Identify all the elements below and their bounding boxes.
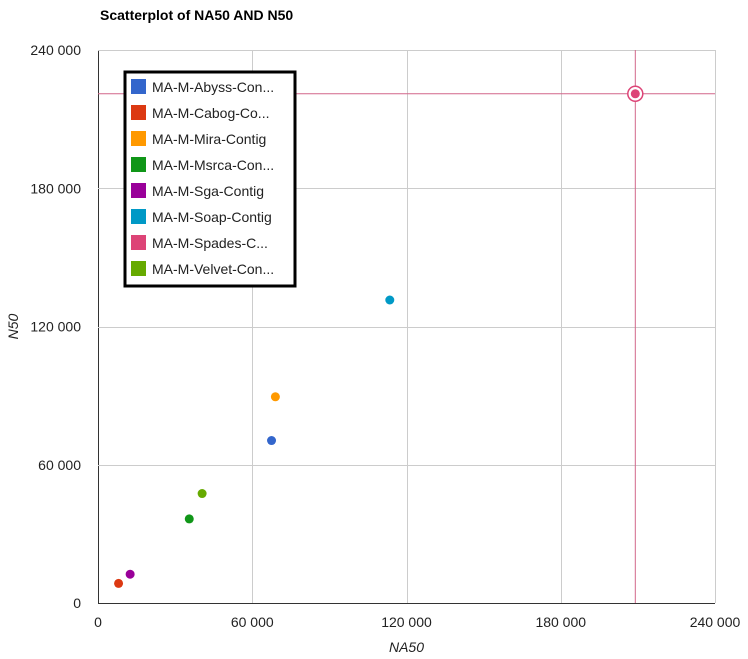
y-tick-label: 180 000 (30, 180, 81, 196)
x-tick-label: 180 000 (535, 614, 586, 630)
data-point[interactable] (270, 392, 280, 402)
legend-swatch (131, 157, 146, 172)
data-point[interactable] (125, 569, 135, 579)
data-point[interactable] (197, 489, 207, 499)
x-tick-label: 120 000 (381, 614, 432, 630)
x-tick-label: 240 000 (690, 614, 741, 630)
data-point[interactable] (385, 295, 395, 305)
legend-swatch (131, 209, 146, 224)
x-tick-label: 0 (94, 614, 102, 630)
x-axis-title: NA50 (389, 639, 424, 655)
chart-title: Scatterplot of NA50 AND N50 (100, 7, 294, 23)
legend-swatch (131, 183, 146, 198)
y-tick-label: 120 000 (30, 319, 81, 335)
legend: MA-M-Abyss-Con... MA-M-Cabog-Co... MA-M-Mi… (123, 70, 297, 288)
legend-swatch (131, 131, 146, 146)
y-axis-title: N50 (5, 313, 21, 339)
legend-label: MA-M-Mira-Contig (152, 131, 266, 147)
legend-label: MA-M-Abyss-Con... (152, 79, 274, 95)
legend-label: MA-M-Spades-C... (152, 235, 268, 251)
y-tick-label: 240 000 (30, 42, 81, 58)
legend-label: MA-M-Sga-Contig (152, 183, 264, 199)
y-tick-labels: 0 60 000 120 000 180 000 240 000 (30, 42, 81, 611)
legend-label: MA-M-Msrca-Con... (152, 157, 274, 173)
data-point[interactable] (630, 89, 640, 99)
legend-label: MA-M-Velvet-Con... (152, 261, 274, 277)
legend-swatch (131, 105, 146, 120)
x-tick-label: 60 000 (231, 614, 274, 630)
y-tick-label: 60 000 (38, 457, 81, 473)
legend-box (123, 70, 297, 288)
x-tick-labels: 0 60 000 120 000 180 000 240 000 (94, 614, 740, 630)
data-point[interactable] (267, 436, 277, 446)
data-points[interactable] (114, 85, 644, 588)
data-point[interactable] (114, 578, 124, 588)
legend-label: MA-M-Soap-Contig (152, 209, 272, 225)
legend-label: MA-M-Cabog-Co... (152, 105, 269, 121)
y-tick-label: 0 (73, 595, 81, 611)
legend-swatch (131, 79, 146, 94)
data-point[interactable] (184, 514, 194, 524)
legend-swatch (131, 235, 146, 250)
legend-swatch (131, 261, 146, 276)
